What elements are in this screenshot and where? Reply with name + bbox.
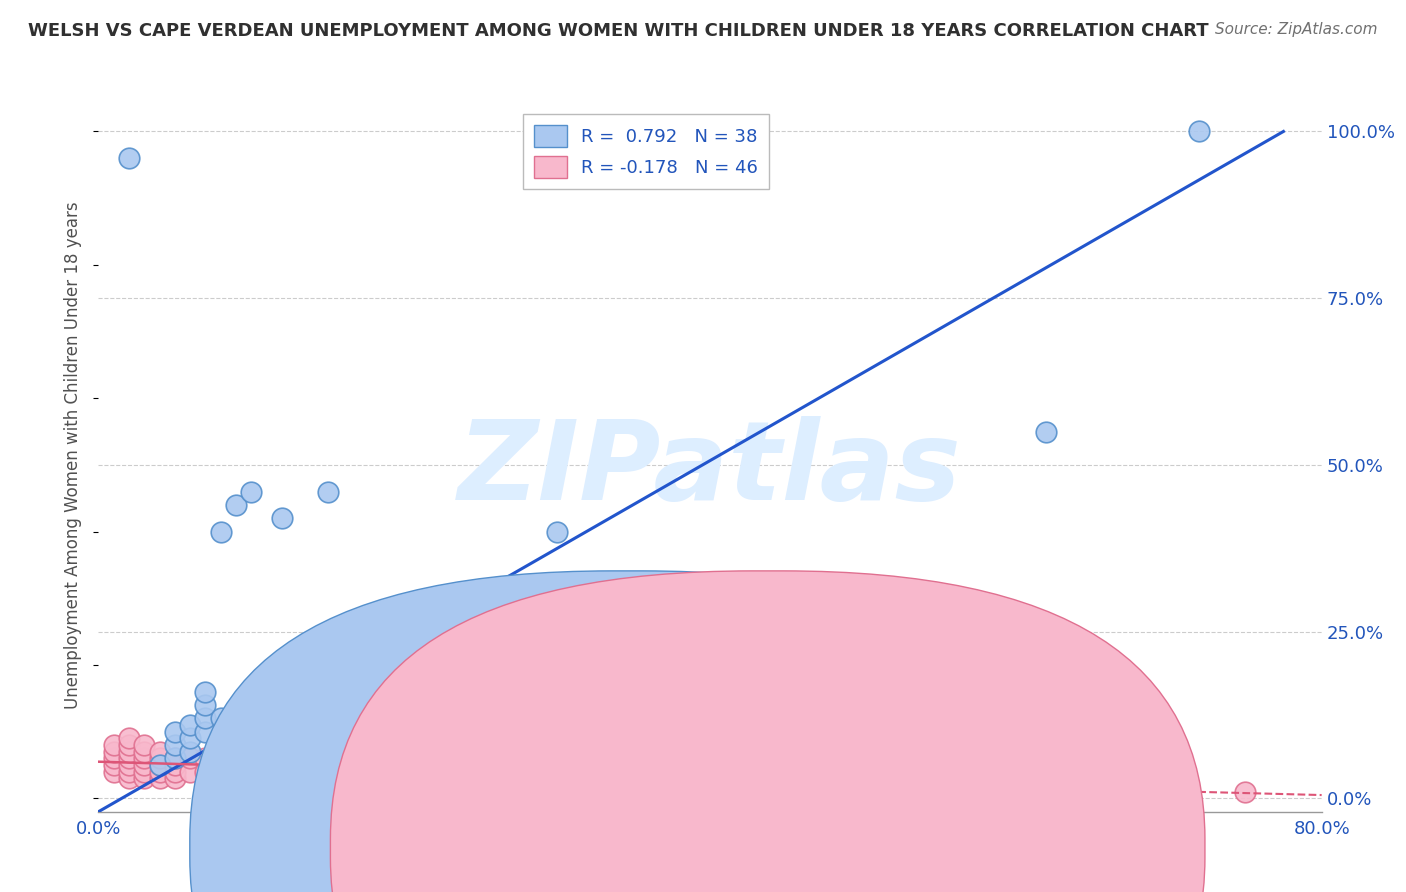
Point — [1035, 425, 1057, 439]
Point — [270, 511, 292, 525]
Legend: R =  0.792   N = 38, R = -0.178   N = 46: R = 0.792 N = 38, R = -0.178 N = 46 — [523, 114, 769, 189]
Point — [103, 751, 125, 765]
Point — [163, 751, 186, 765]
Text: ZIPatlas: ZIPatlas — [458, 416, 962, 523]
Point — [134, 772, 156, 786]
Point — [301, 684, 323, 698]
Point — [332, 758, 354, 772]
Point — [209, 711, 232, 725]
Point — [163, 751, 186, 765]
Point — [194, 724, 217, 739]
Point — [454, 691, 477, 706]
Point — [179, 764, 201, 779]
Point — [423, 632, 446, 646]
Point — [118, 738, 141, 752]
Point — [928, 611, 950, 625]
Text: Source: ZipAtlas.com: Source: ZipAtlas.com — [1215, 22, 1378, 37]
Point — [408, 751, 430, 765]
Point — [516, 611, 538, 625]
Point — [134, 758, 156, 772]
Point — [240, 698, 263, 712]
Point — [209, 764, 232, 779]
Point — [194, 698, 217, 712]
Point — [179, 731, 201, 746]
Point — [363, 764, 385, 779]
Point — [163, 738, 186, 752]
Point — [378, 698, 401, 712]
Point — [240, 758, 263, 772]
Point — [821, 772, 844, 786]
Point — [163, 724, 186, 739]
Text: Cape Verdeans: Cape Verdeans — [794, 843, 929, 861]
Point — [256, 691, 278, 706]
Point — [134, 764, 156, 779]
Point — [592, 605, 614, 619]
Point — [546, 524, 568, 539]
Point — [118, 751, 141, 765]
Point — [332, 684, 354, 698]
Point — [225, 764, 247, 779]
Point — [103, 745, 125, 759]
Point — [149, 751, 172, 765]
Point — [163, 764, 186, 779]
Point — [225, 498, 247, 512]
Point — [240, 484, 263, 499]
Point — [149, 758, 172, 772]
Point — [118, 745, 141, 759]
Point — [347, 658, 370, 673]
Point — [285, 671, 308, 685]
Point — [363, 618, 385, 632]
Point — [163, 758, 186, 772]
Point — [118, 151, 141, 165]
Point — [134, 738, 156, 752]
Point — [209, 751, 232, 765]
Text: Welsh: Welsh — [654, 843, 707, 861]
Point — [118, 764, 141, 779]
Point — [134, 745, 156, 759]
Point — [194, 751, 217, 765]
Point — [194, 764, 217, 779]
Point — [285, 764, 308, 779]
Point — [485, 618, 508, 632]
Point — [149, 758, 172, 772]
Point — [194, 711, 217, 725]
Point — [576, 758, 599, 772]
Point — [316, 484, 339, 499]
Point — [179, 751, 201, 765]
Point — [256, 758, 278, 772]
Point — [194, 684, 217, 698]
Point — [516, 764, 538, 779]
Point — [134, 751, 156, 765]
Point — [149, 764, 172, 779]
Point — [225, 705, 247, 719]
Point — [118, 731, 141, 746]
Point — [179, 745, 201, 759]
Point — [454, 758, 477, 772]
Point — [1188, 124, 1211, 138]
Point — [179, 718, 201, 732]
Point — [1234, 785, 1257, 799]
Y-axis label: Unemployment Among Women with Children Under 18 years: Unemployment Among Women with Children U… — [65, 201, 83, 709]
Point — [270, 698, 292, 712]
Point — [668, 751, 690, 765]
Point — [149, 772, 172, 786]
Point — [392, 671, 416, 685]
Point — [209, 524, 232, 539]
Point — [149, 745, 172, 759]
Text: WELSH VS CAPE VERDEAN UNEMPLOYMENT AMONG WOMEN WITH CHILDREN UNDER 18 YEARS CORR: WELSH VS CAPE VERDEAN UNEMPLOYMENT AMONG… — [28, 22, 1209, 40]
Point — [118, 758, 141, 772]
Point — [103, 758, 125, 772]
Point — [118, 772, 141, 786]
Point — [103, 764, 125, 779]
Point — [103, 738, 125, 752]
Point — [163, 772, 186, 786]
